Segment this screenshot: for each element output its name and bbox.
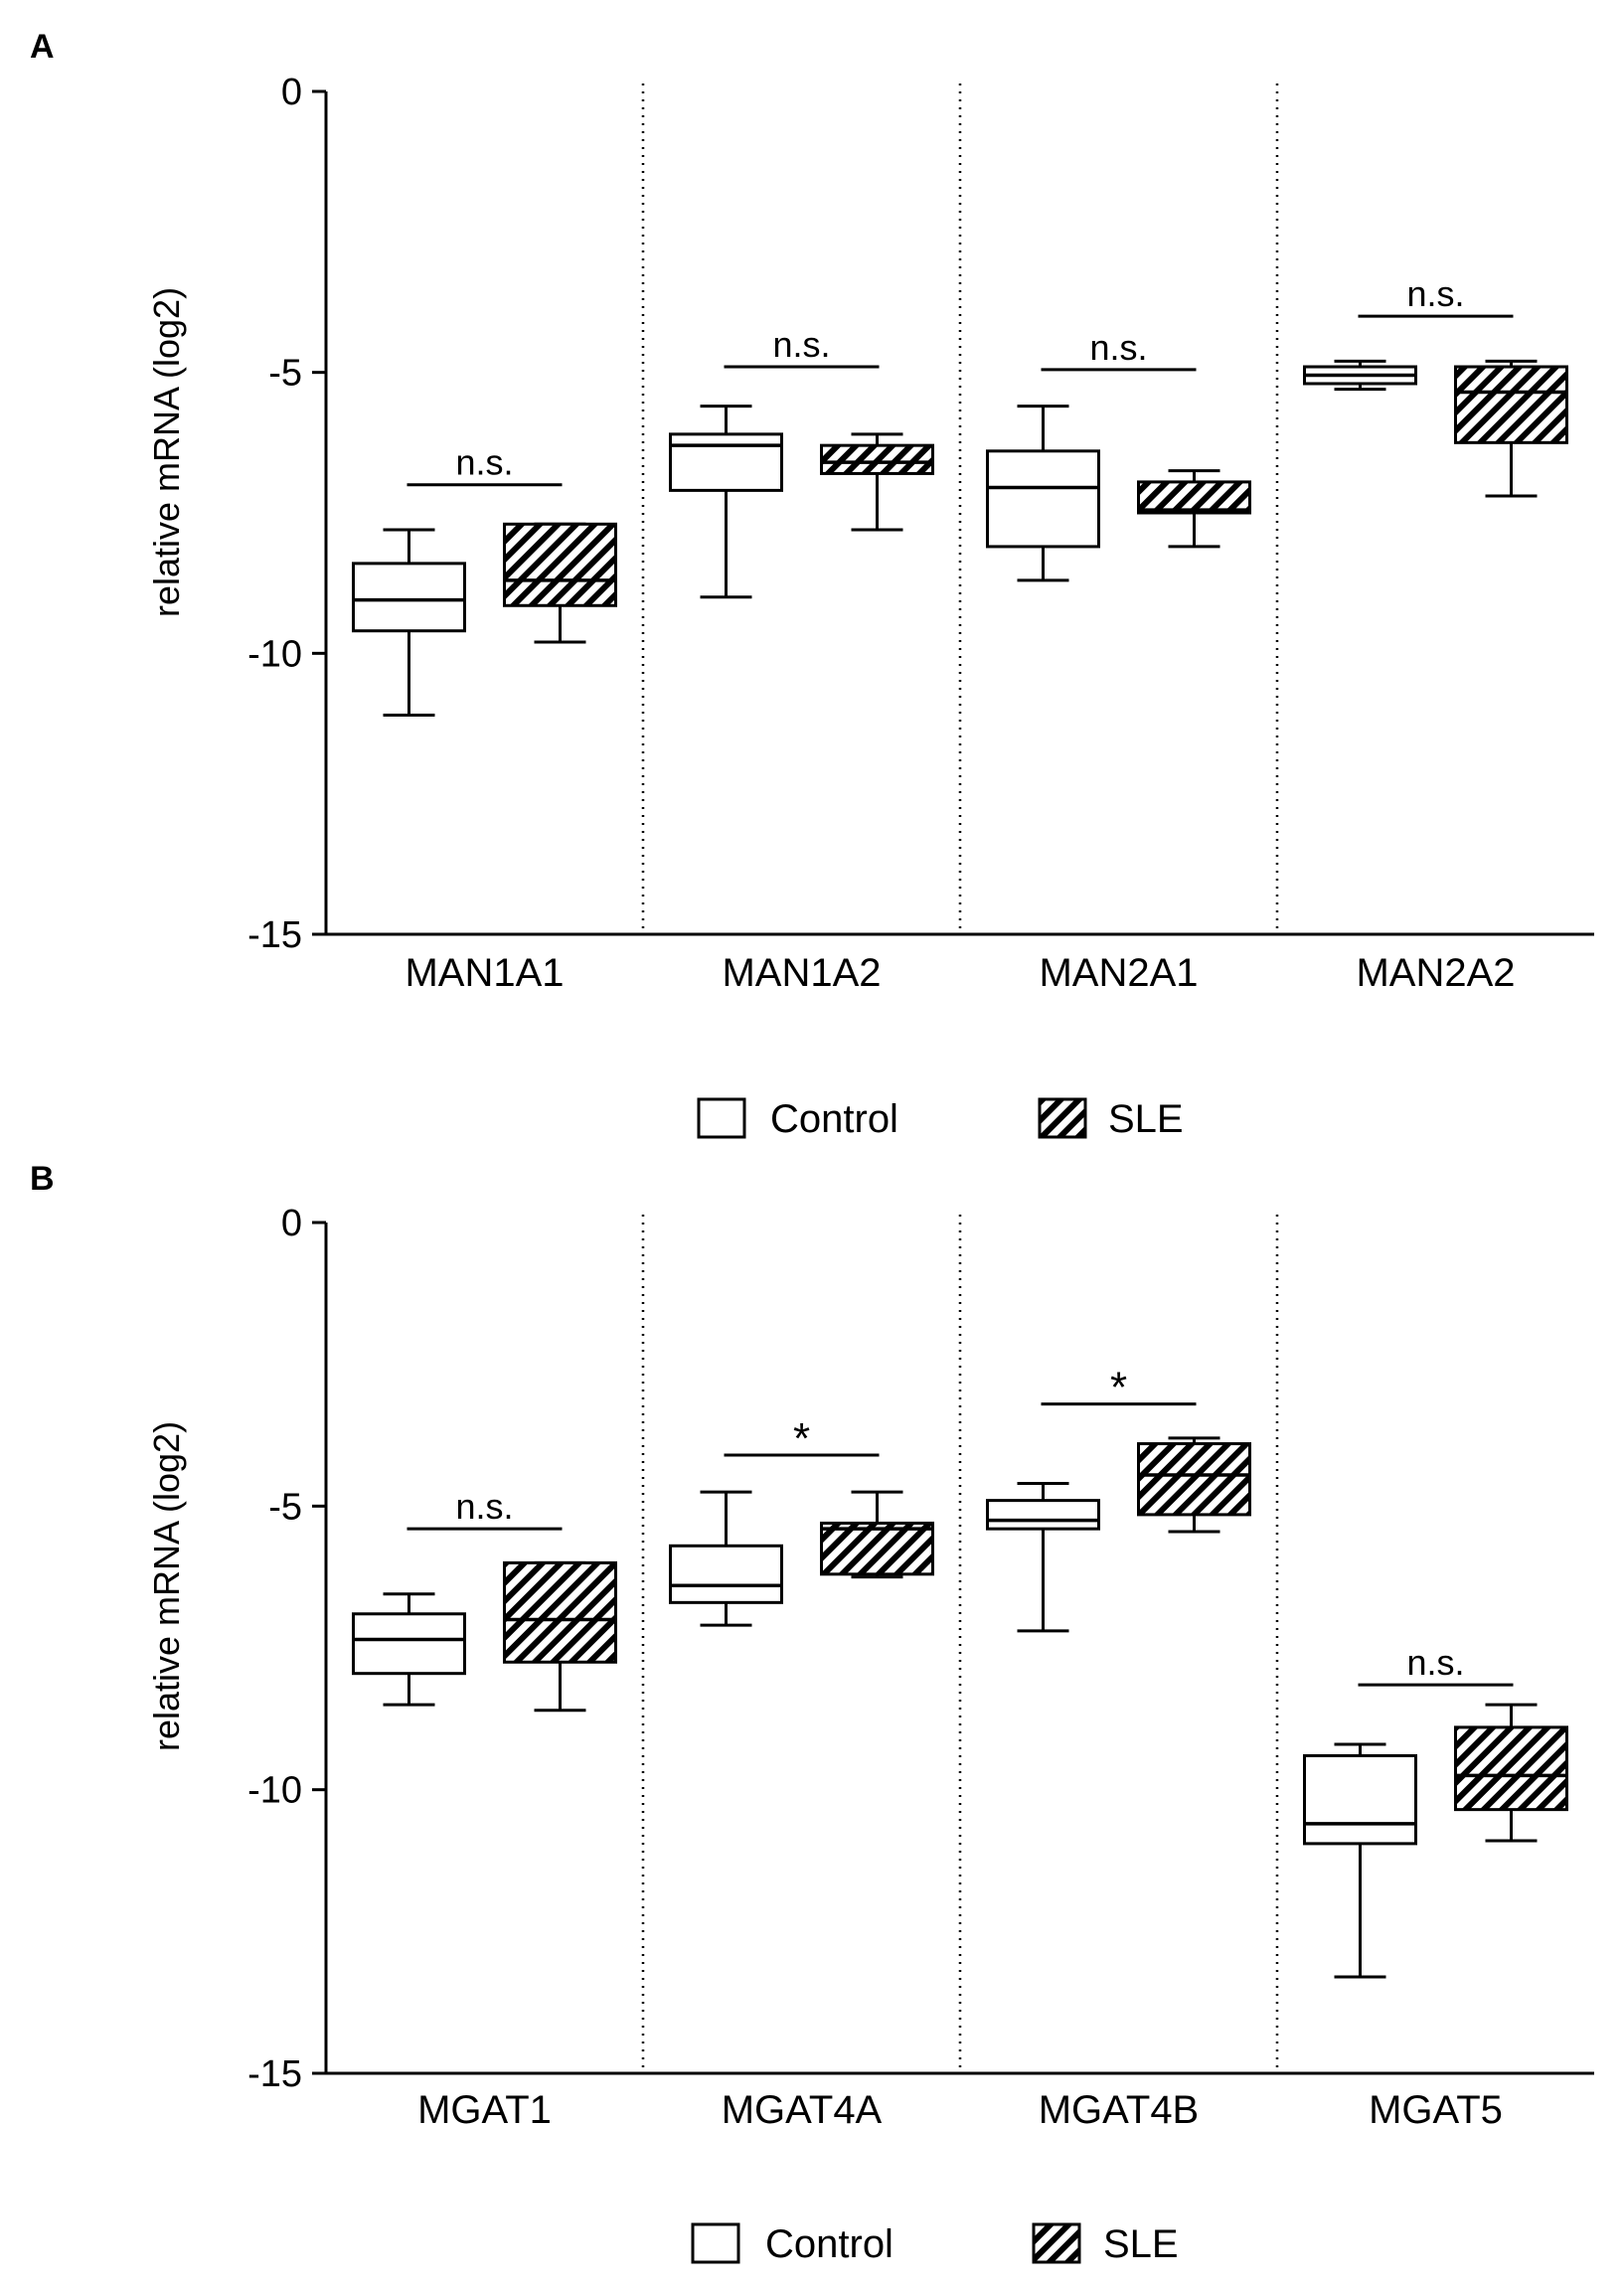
box-sle [1137, 480, 1251, 515]
legend-label-sle: SLE [1103, 2222, 1179, 2266]
significance-marks: n.s. n.s. n.s. n.s. [406, 273, 1514, 487]
y-tick-label: -10 [247, 633, 302, 675]
legend-swatch-sle [1032, 2222, 1081, 2264]
category-label: MGAT4A [722, 2088, 883, 2132]
legend-label-control: Control [770, 1097, 898, 1141]
panel-label: B [30, 1160, 55, 1198]
significance-label: * [1110, 1364, 1127, 1412]
y-tick-label: -5 [268, 1486, 302, 1528]
panel-a: A relative mRNA (log2) 0 -5 -10 -15 MAN1A1 MA… [30, 28, 1594, 995]
box-sle [1454, 365, 1568, 444]
axes: 0 -5 -10 -15 MAN1A1 MAN1A2 MAN2A1 MAN2A2 [247, 72, 1594, 995]
legend-b: Control SLE [691, 2222, 1179, 2266]
legend-a: Control SLE [697, 1097, 1184, 1141]
box-marks [352, 1436, 1568, 1979]
y-tick-label: 0 [281, 72, 302, 113]
box-sle [503, 1560, 617, 1664]
box-sle [1137, 1442, 1251, 1517]
box-sle [820, 1521, 934, 1576]
category-label: MAN1A2 [722, 951, 881, 995]
significance-label: n.s. [1406, 273, 1464, 314]
legend-swatch-sle [1038, 1097, 1087, 1139]
box-control [352, 562, 466, 633]
y-axis-label: relative mRNA (log2) [146, 287, 187, 617]
y-axis-label: relative mRNA (log2) [146, 1421, 187, 1751]
box-control [986, 449, 1100, 549]
y-tick-label: -15 [247, 2053, 302, 2095]
category-label: MGAT5 [1369, 2088, 1503, 2132]
significance-label: * [793, 1414, 810, 1463]
box-control [986, 1499, 1100, 1531]
box-sle [820, 443, 934, 475]
category-label: MAN2A2 [1356, 951, 1515, 995]
significance-marks: n.s. * * n.s. [406, 1364, 1514, 1687]
category-label: MAN1A1 [405, 951, 564, 995]
significance-label: n.s. [1089, 327, 1147, 368]
category-label: MGAT1 [417, 2088, 552, 2132]
box-marks [352, 359, 1568, 718]
box-control [352, 1612, 466, 1676]
panel-label: A [30, 28, 55, 66]
significance-label: n.s. [455, 442, 513, 483]
box-control [1303, 1753, 1417, 1846]
axes: 0 -5 -10 -15 MGAT1 MGAT4A MGAT4B MGAT5 [247, 1203, 1594, 2132]
legend-label-sle: SLE [1108, 1097, 1184, 1141]
legend-swatch-control [697, 1097, 746, 1139]
y-tick-label: -10 [247, 1770, 302, 1812]
y-tick-label: 0 [281, 1203, 302, 1244]
significance-label: n.s. [455, 1486, 513, 1527]
y-tick-label: -5 [268, 353, 302, 395]
significance-label: n.s. [1406, 1642, 1464, 1683]
legend-label-control: Control [765, 2222, 893, 2266]
y-tick-label: -15 [247, 914, 302, 956]
significance-label: n.s. [772, 324, 830, 365]
panel-b: B relative mRNA (log2) 0 -5 -10 -15 MGAT1 MGA… [30, 1160, 1594, 2132]
category-label: MGAT4B [1039, 2088, 1200, 2132]
box-sle [503, 522, 617, 607]
box-sle [1454, 1725, 1568, 1812]
legend-swatch-control [691, 2222, 740, 2264]
box-control [669, 432, 783, 492]
box-control [669, 1544, 783, 1604]
category-label: MAN2A1 [1039, 951, 1198, 995]
